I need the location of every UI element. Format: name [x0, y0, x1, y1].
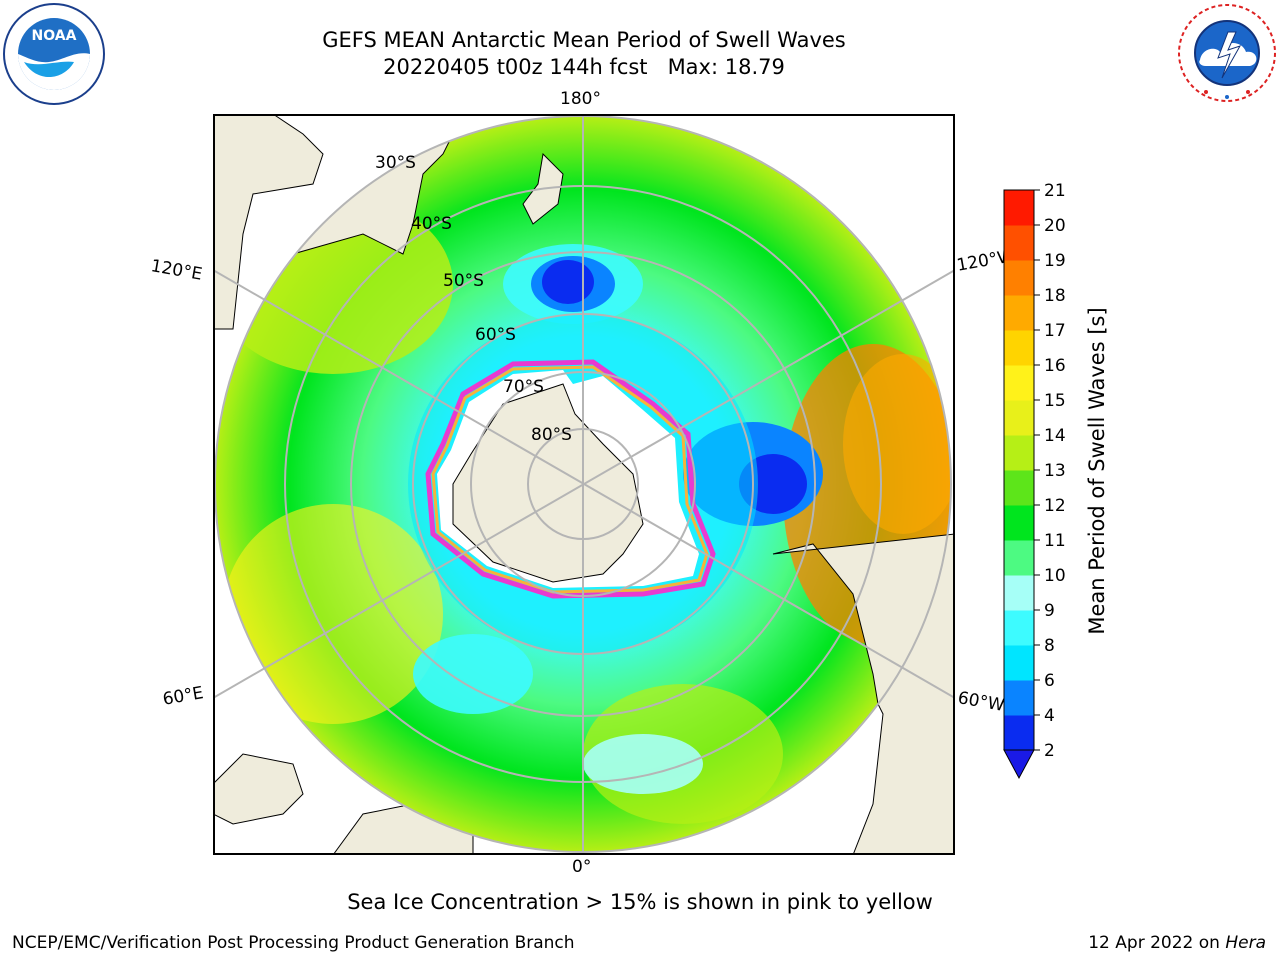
colorbar-tick-label: 14 [1044, 426, 1066, 446]
lon-label-60e: 60°E [161, 683, 205, 710]
lon-label-120e: 120°E [149, 256, 204, 285]
lat-label-40s: 40°S [411, 214, 452, 234]
colorbar-tick-label: 15 [1044, 391, 1066, 411]
lat-label-50s: 50°S [443, 271, 484, 291]
colorbar-swatch [1004, 330, 1034, 366]
colorbar-tick-label: 21 [1044, 181, 1066, 201]
colorbar-tick-label: 10 [1044, 566, 1066, 586]
colorbar-swatch [1004, 365, 1034, 401]
colorbar-tick-label: 6 [1044, 671, 1055, 691]
footer-date-text: 12 Apr 2022 on [1088, 933, 1226, 953]
colorbar-swatch [1004, 645, 1034, 681]
noaa-logo-text: NOAA [32, 28, 77, 44]
colorbar-swatch [1004, 470, 1034, 506]
colorbar-tick-label: 19 [1044, 251, 1066, 271]
colorbar-tick-label: 2 [1044, 741, 1055, 761]
sea-ice-caption: Sea Ice Concentration > 15% is shown in … [347, 890, 933, 914]
noaa-logo: NOAA [3, 3, 105, 105]
colorbar-tick-label: 18 [1044, 286, 1066, 306]
colorbar-swatch [1004, 260, 1034, 296]
lon-label-180: 180° [560, 89, 601, 109]
colorbar-swatch [1004, 190, 1034, 226]
colorbar-swatch [1004, 540, 1034, 576]
footer-credit: NCEP/EMC/Verification Post Processing Pr… [12, 933, 575, 953]
colorbar: 2 4 6 8 9 10 11 12 13 14 15 16 17 18 19 20 21 [1003, 181, 1066, 780]
colorbar-swatch [1004, 505, 1034, 541]
colorbar-tick-label: 17 [1044, 321, 1066, 341]
lat-label-60s: 60°S [475, 325, 516, 345]
colorbar-swatch [1004, 295, 1034, 331]
map-subtitle: 20220405 t00z 144h fcst Max: 18.79 [383, 55, 785, 79]
map-title: GEFS MEAN Antarctic Mean Period of Swell… [322, 28, 846, 52]
colorbar-swatch [1004, 575, 1034, 611]
colorbar-tick-label: 12 [1044, 496, 1066, 516]
colorbar-swatch [1004, 680, 1034, 716]
lat-label-30s: 30°S [375, 153, 416, 173]
colorbar-label: Mean Period of Swell Waves [s] [1085, 307, 1109, 635]
colorbar-swatch [1004, 400, 1034, 436]
colorbar-tick-label: 11 [1044, 531, 1066, 551]
lat-label-80s: 80°S [531, 425, 572, 445]
lat-label-70s: 70°S [503, 377, 544, 397]
lon-label-0: 0° [572, 857, 592, 877]
colorbar-tick-label: 13 [1044, 461, 1066, 481]
colorbar-tick-label: 20 [1044, 216, 1066, 236]
colorbar-extend-arrow [1003, 749, 1035, 780]
colorbar-swatch [1004, 610, 1034, 646]
colorbar-swatch [1004, 715, 1034, 751]
polar-map: 30°S 40°S 50°S 60°S 70°S 80°S [213, 114, 955, 855]
footer-date: 12 Apr 2022 on Hera [1088, 933, 1266, 953]
colorbar-swatch [1004, 435, 1034, 471]
footer-host: Hera [1225, 933, 1266, 953]
colorbar-tick-label: 16 [1044, 356, 1066, 376]
colorbar-tick-label: 8 [1044, 636, 1055, 656]
colorbar-tick-label: 4 [1044, 706, 1055, 726]
colorbar-swatch [1004, 225, 1034, 261]
colorbar-tick-label: 9 [1044, 601, 1055, 621]
nws-logo [1178, 4, 1276, 102]
